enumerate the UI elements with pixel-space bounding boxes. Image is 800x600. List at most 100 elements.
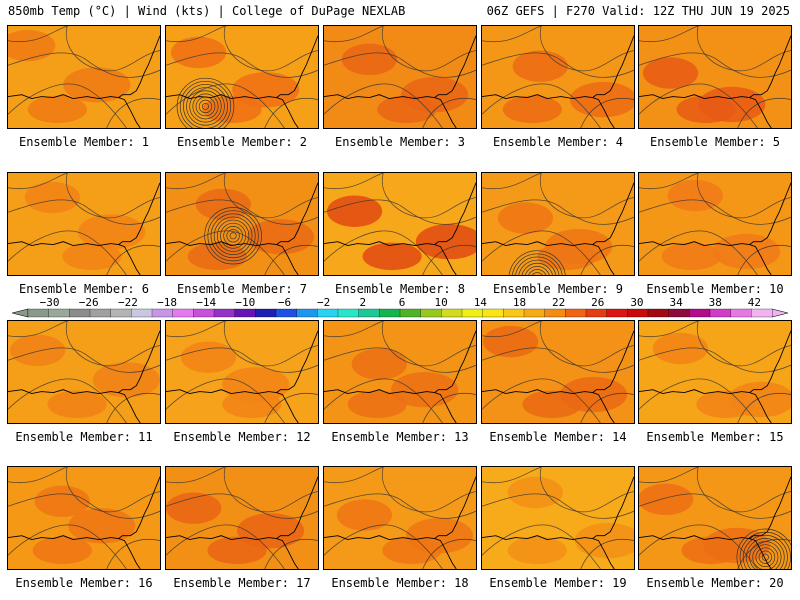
temperature-field-map (639, 26, 791, 128)
colorbar-tick-label: −10 (235, 296, 255, 309)
colorbar-segment (668, 308, 690, 318)
ensemble-member-label: Ensemble Member: 19 (489, 576, 627, 590)
colorbar-tick-label: 2 (360, 296, 367, 309)
temperature-field-map (482, 173, 634, 275)
map-title: 850mb Temp (°C) | Wind (kts) | College o… (8, 4, 406, 18)
ensemble-map-panel (7, 466, 161, 570)
temperature-field-map (8, 26, 160, 128)
ensemble-map-panel (323, 320, 477, 424)
temperature-field-map (639, 321, 791, 423)
colorbar-segment (358, 308, 380, 318)
colorbar-segment (317, 308, 339, 318)
colorbar-segment (275, 308, 298, 318)
colorbar-segment (585, 308, 608, 318)
colorbar-tick-label: −6 (278, 296, 291, 309)
model-valid-time: 06Z GEFS | F270 Valid: 12Z THU JUN 19 20… (486, 4, 790, 18)
colorbar-tick-label: 6 (399, 296, 406, 309)
colorbar-segment (709, 308, 732, 318)
temperature-field-map (324, 26, 476, 128)
ensemble-member-label: Ensemble Member: 3 (334, 135, 466, 149)
ensemble-member-label: Ensemble Member: 4 (492, 135, 624, 149)
ensemble-member-label: Ensemble Member: 13 (331, 430, 469, 444)
colorbar-segment (503, 308, 525, 318)
colorbar-tick-label: 18 (513, 296, 526, 309)
colorbar-tick-label: −2 (317, 296, 330, 309)
colorbar-tick-label: 38 (709, 296, 722, 309)
colorbar-tick-label: 22 (552, 296, 565, 309)
colorbar-segment (606, 308, 628, 318)
colorbar-segment (193, 308, 215, 318)
colorbar-segment (627, 308, 649, 318)
colorbar-segment (399, 308, 422, 318)
ensemble-member-label: Ensemble Member: 18 (331, 576, 469, 590)
temperature-field-map (482, 321, 634, 423)
temperature-field-map (166, 173, 318, 275)
temperature-field-map (8, 467, 160, 569)
colorbar-tick-label: −14 (196, 296, 216, 309)
ensemble-member-label: Ensemble Member: 9 (492, 282, 624, 296)
colorbar-segment (751, 308, 773, 318)
colorbar-tick-label: −26 (79, 296, 99, 309)
ensemble-member-label: Ensemble Member: 15 (646, 430, 784, 444)
temperature-field-map (166, 467, 318, 569)
ensemble-map-panel (638, 466, 792, 570)
colorbar-segment (69, 308, 91, 318)
colorbar-segment (255, 308, 277, 318)
temperature-field-map (8, 321, 160, 423)
ensemble-map-panel (7, 320, 161, 424)
colorbar-tick-label: 26 (591, 296, 604, 309)
colorbar-tick-label: −30 (40, 296, 60, 309)
colorbar-tick-label: 10 (435, 296, 448, 309)
colorbar-segment (565, 308, 587, 318)
colorbar-segment (379, 308, 401, 318)
temperature-field-map (639, 467, 791, 569)
colorbar-segment (27, 308, 50, 318)
ensemble-map-panel (165, 172, 319, 276)
ensemble-map-panel (323, 25, 477, 129)
ensemble-map-panel (481, 172, 635, 276)
ensemble-member-label: Ensemble Member: 14 (489, 430, 627, 444)
colorbar-segment (689, 308, 711, 318)
colorbar-segment (213, 308, 236, 318)
colorbar-segment (337, 308, 360, 318)
colorbar-segment (151, 308, 174, 318)
ensemble-member-label: Ensemble Member: 17 (173, 576, 311, 590)
colorbar-tick-label: 14 (474, 296, 488, 309)
ensemble-map-panel (165, 466, 319, 570)
ensemble-map-panel (481, 320, 635, 424)
ensemble-member-label: Ensemble Member: 16 (15, 576, 153, 590)
colorbar-segment (110, 308, 132, 318)
ensemble-member-label: Ensemble Member: 5 (649, 135, 781, 149)
ensemble-member-label: Ensemble Member: 7 (176, 282, 308, 296)
colorbar-high-arrow (771, 308, 789, 318)
ensemble-member-label: Ensemble Member: 6 (18, 282, 150, 296)
temperature-field-map (324, 467, 476, 569)
ensemble-member-label: Ensemble Member: 8 (334, 282, 466, 296)
temperature-field-map (324, 173, 476, 275)
ensemble-member-label: Ensemble Member: 1 (18, 135, 150, 149)
colorbar-segment (523, 308, 546, 318)
temperature-field-map (8, 173, 160, 275)
colorbar-segment (730, 308, 752, 318)
ensemble-map-panel (638, 172, 792, 276)
ensemble-map-panel (638, 25, 792, 129)
ensemble-member-label: Ensemble Member: 11 (15, 430, 153, 444)
ensemble-map-panel (481, 466, 635, 570)
colorbar-segment (172, 308, 194, 318)
temperature-field-map (166, 26, 318, 128)
temperature-colorbar: −30 −26 −22 −18 −14 −10 −6 −2 2 6 10 14 18 22 26 30 34 38… (0, 296, 800, 322)
temperature-field-map (324, 321, 476, 423)
ensemble-map-panel (638, 320, 792, 424)
temperature-field-map (639, 173, 791, 275)
colorbar-segment (482, 308, 504, 318)
colorbar-segment (234, 308, 256, 318)
ensemble-map-panel (323, 466, 477, 570)
colorbar-tick-label: −18 (157, 296, 177, 309)
ensemble-map-panel (165, 25, 319, 129)
ensemble-map-panel (323, 172, 477, 276)
colorbar-segment (89, 308, 112, 318)
colorbar-segment (131, 308, 153, 318)
ensemble-member-label: Ensemble Member: 12 (173, 430, 311, 444)
colorbar-segment (420, 308, 442, 318)
temperature-field-map (482, 467, 634, 569)
